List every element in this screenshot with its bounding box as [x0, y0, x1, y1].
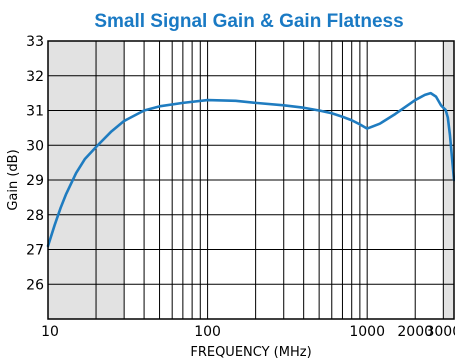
- plot-frame: [47, 40, 455, 320]
- y-tick-label-27: 27: [26, 243, 44, 259]
- x-axis-label: FREQUENCY (MHz): [190, 345, 311, 360]
- y-tick-label-28: 28: [26, 208, 44, 224]
- y-tick-label-33: 33: [26, 34, 44, 50]
- x-tick-labels: 10 100 1000 20003000: [41, 324, 455, 340]
- x-tick-label-10: 10: [41, 324, 59, 340]
- x-tick-label-3000: 3000: [425, 324, 455, 340]
- y-tick-label-26: 26: [26, 277, 44, 293]
- y-tick-label-31: 31: [26, 104, 44, 120]
- chart-title: Small Signal Gain & Gain Flatness: [94, 11, 403, 32]
- y-tick-label-32: 32: [26, 69, 44, 85]
- x-tick-label-100: 100: [194, 324, 221, 340]
- y-tick-label-30: 30: [26, 138, 44, 154]
- x-tick-label-2000: 2000: [397, 324, 433, 340]
- y-tick-labels: 26 27 28 29 30 31 32 33: [26, 34, 44, 293]
- gain-series-line-0: [46, 91, 455, 248]
- y-tick-label-29: 29: [26, 173, 44, 189]
- y-axis-label: Gain (dB): [6, 149, 21, 210]
- x-tick-label-1000: 1000: [349, 324, 385, 340]
- series-layer: [46, 91, 455, 248]
